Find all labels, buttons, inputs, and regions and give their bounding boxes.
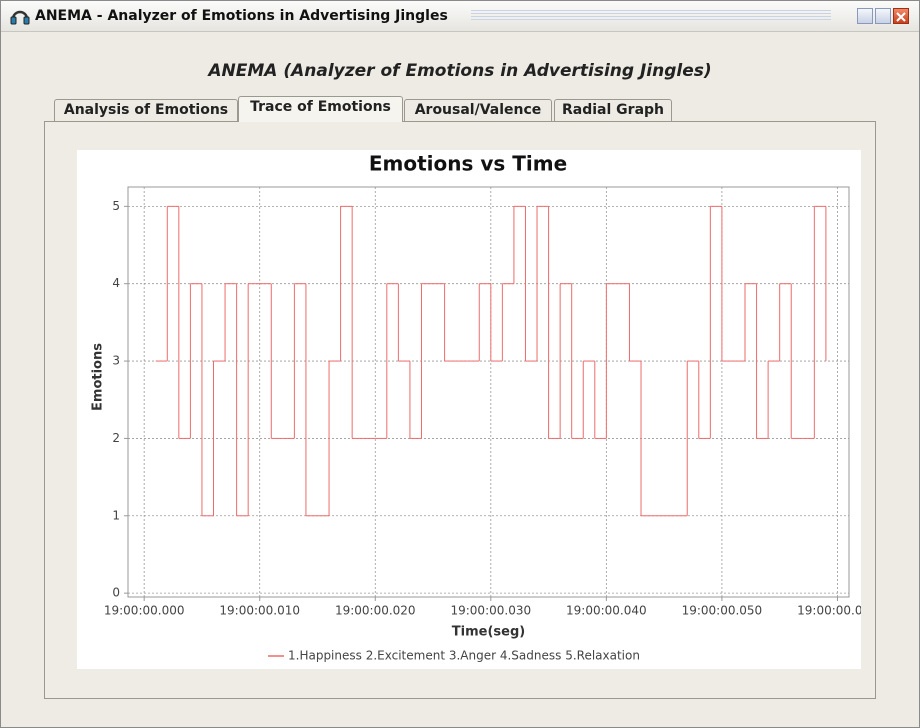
x-tick-label: 19:00:00.020	[335, 604, 416, 618]
window-title: ANEMA - Analyzer of Emotions in Advertis…	[35, 8, 448, 24]
minimize-button[interactable]	[857, 8, 873, 24]
y-tick-label: 1	[112, 508, 120, 522]
y-axis-label: Emotions	[91, 343, 106, 411]
legend-label: 1.Happiness 2.Excitement 3.Anger 4.Sadne…	[288, 649, 640, 663]
app-icon	[10, 10, 30, 25]
tab[interactable]: Analysis of Emotions	[54, 99, 238, 121]
x-tick-label: 19:00:00.030	[450, 604, 531, 618]
y-tick-label: 5	[112, 199, 120, 213]
y-tick-label: 0	[112, 586, 120, 600]
x-tick-label: 19:00:00.040	[566, 604, 647, 618]
x-tick-label: 19:00:00.000	[104, 604, 185, 618]
y-tick-label: 2	[112, 431, 120, 445]
tab[interactable]: Arousal/Valence	[404, 99, 552, 121]
x-axis-label: Time(seg)	[452, 625, 525, 640]
x-tick-label: 19:00:00.050	[682, 604, 763, 618]
y-tick-label: 3	[112, 354, 120, 368]
chart: Emotions vs Time 0 1 2 3 4 5 19:00:00.000 19:00:…	[77, 150, 861, 669]
maximize-button[interactable]	[875, 8, 891, 24]
x-tick-label: 19:00:00.060	[797, 604, 861, 618]
x-tick-label: 19:00:00.010	[219, 604, 300, 618]
close-button[interactable]	[893, 8, 909, 24]
title-bar: ANEMA - Analyzer of Emotions in Advertis…	[1, 1, 919, 32]
tab-selected[interactable]: Trace of Emotions	[238, 96, 403, 122]
tab[interactable]: Radial Graph	[554, 99, 672, 121]
chart-title: Emotions vs Time	[369, 152, 567, 176]
title-decoration	[471, 10, 831, 22]
heading: ANEMA (Analyzer of Emotions in Advertisi…	[208, 61, 712, 81]
y-tick-label: 4	[112, 276, 120, 290]
